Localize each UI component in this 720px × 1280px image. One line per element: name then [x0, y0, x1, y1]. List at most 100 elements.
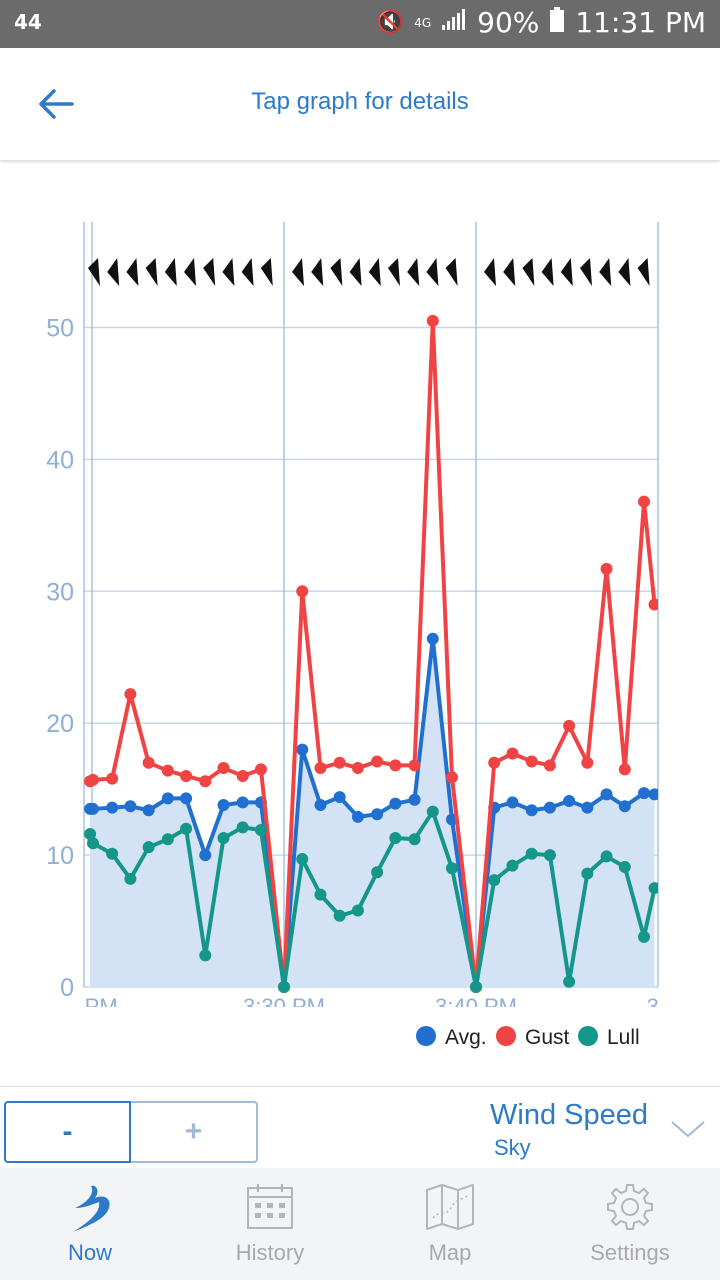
- wind-barb: [560, 258, 573, 286]
- gust-point: [314, 762, 327, 775]
- gust-point: [86, 773, 99, 786]
- lull-point: [638, 930, 650, 943]
- gust-point: [525, 755, 538, 768]
- lull-point: [600, 850, 613, 863]
- wind-barb: [203, 258, 216, 286]
- wind-barb: [445, 258, 458, 286]
- wind-barb: [241, 258, 254, 286]
- app-header: Tap graph for details: [0, 48, 720, 160]
- lull-point: [408, 833, 421, 846]
- avg-point: [199, 849, 212, 862]
- avg-point: [124, 800, 137, 813]
- wind-barb: [349, 258, 362, 286]
- lull-point: [124, 872, 137, 885]
- zoom-out-button[interactable]: -: [4, 1101, 131, 1163]
- avg-point: [86, 802, 99, 815]
- wind-barb: [145, 258, 158, 286]
- nav-item-map[interactable]: Map: [360, 1168, 540, 1280]
- status-left-text: 44: [14, 10, 42, 34]
- lull-point: [618, 860, 631, 873]
- avg-point: [296, 743, 309, 756]
- calendar-icon: [247, 1184, 293, 1229]
- wind-chart-svg[interactable]: 0 10 20 30 40 50 0 PM 3:30 PM 3:40 PM 3:50 Avg. Gus…: [0, 200, 720, 1060]
- avg-point: [581, 801, 594, 814]
- gust-point: [600, 562, 613, 575]
- avg-point: [106, 801, 119, 814]
- nav-item-settings[interactable]: Settings: [540, 1168, 720, 1280]
- page-title: Tap graph for details: [251, 88, 469, 115]
- lull-point: [446, 862, 458, 875]
- gust-point: [106, 772, 119, 785]
- bottom-nav: Now History Map Sett: [0, 1168, 720, 1280]
- wind-chart[interactable]: 0 10 20 30 40 50 0 PM 3:30 PM 3:40 PM 3:50 Avg. Gus…: [0, 200, 720, 1060]
- legend-label: Avg.: [445, 1026, 487, 1049]
- wind-barb: [637, 258, 650, 286]
- avg-point: [543, 801, 556, 814]
- avg-point: [236, 796, 249, 809]
- wind-barb: [184, 258, 196, 286]
- lull-point: [180, 822, 193, 835]
- avg-point: [525, 804, 538, 817]
- nav-label-history: History: [235, 1240, 305, 1265]
- gust-point: [648, 598, 658, 611]
- gust-point: [408, 759, 421, 772]
- gust-point: [371, 755, 384, 768]
- gust-point: [426, 314, 439, 327]
- y-tick-label: 40: [46, 446, 74, 474]
- lull-point: [254, 824, 267, 837]
- map-icon: [426, 1184, 474, 1230]
- avg-point: [180, 792, 193, 805]
- swift-logo-icon: [73, 1185, 110, 1232]
- nav-item-now[interactable]: Now: [0, 1168, 180, 1280]
- lull-point: [581, 867, 594, 880]
- lull-point: [236, 821, 249, 834]
- gust-point: [351, 762, 364, 775]
- gust-point: [506, 747, 519, 760]
- gust-point: [296, 585, 309, 598]
- y-tick-label: 20: [46, 710, 74, 738]
- battery-icon: [549, 6, 565, 39]
- gust-point: [254, 763, 267, 776]
- zoom-in-button[interactable]: +: [131, 1101, 258, 1163]
- status-bar: 44 🔇 4G 90% 11:31 PM: [0, 0, 720, 48]
- avg-point: [648, 788, 658, 801]
- avg-point: [618, 800, 631, 813]
- avg-point: [426, 632, 439, 645]
- nav-item-history[interactable]: History: [180, 1168, 360, 1280]
- avg-point: [506, 796, 519, 809]
- x-tick-label: 3:50: [647, 994, 690, 1019]
- back-button[interactable]: [34, 82, 78, 126]
- device-label: Sky: [494, 1135, 531, 1160]
- y-tick-label: 50: [46, 315, 74, 343]
- wind-barb: [503, 258, 516, 286]
- avg-point: [563, 795, 576, 808]
- lull-point: [563, 975, 576, 988]
- avg-point: [638, 787, 650, 800]
- wind-direction-barbs: [88, 258, 650, 286]
- lull-point: [525, 847, 538, 860]
- x-tick-label: 0 PM: [66, 994, 117, 1019]
- lull-point: [84, 827, 97, 840]
- gust-point: [236, 769, 249, 782]
- gust-point: [638, 495, 650, 508]
- gust-point: [142, 756, 155, 769]
- legend-marker: [416, 1026, 436, 1046]
- gust-point: [124, 688, 137, 701]
- lull-point: [314, 888, 327, 901]
- y-tick-label: 10: [46, 842, 74, 870]
- lull-point: [426, 805, 439, 818]
- x-tick-label: 3:30 PM: [243, 994, 325, 1019]
- gust-point: [199, 775, 212, 788]
- lull-point: [648, 882, 658, 895]
- wind-barb: [407, 258, 420, 286]
- avg-point: [333, 791, 346, 804]
- gust-point: [389, 759, 402, 772]
- battery-percent: 90%: [477, 6, 540, 39]
- chevron-down-icon: [671, 1121, 705, 1138]
- mute-vibrate-icon: 🔇: [376, 10, 405, 35]
- gust-point: [161, 764, 174, 777]
- y-tick-label: 0: [60, 974, 74, 1002]
- wind-barb: [388, 258, 400, 286]
- wind-barb: [426, 258, 439, 286]
- lull-point: [506, 859, 519, 872]
